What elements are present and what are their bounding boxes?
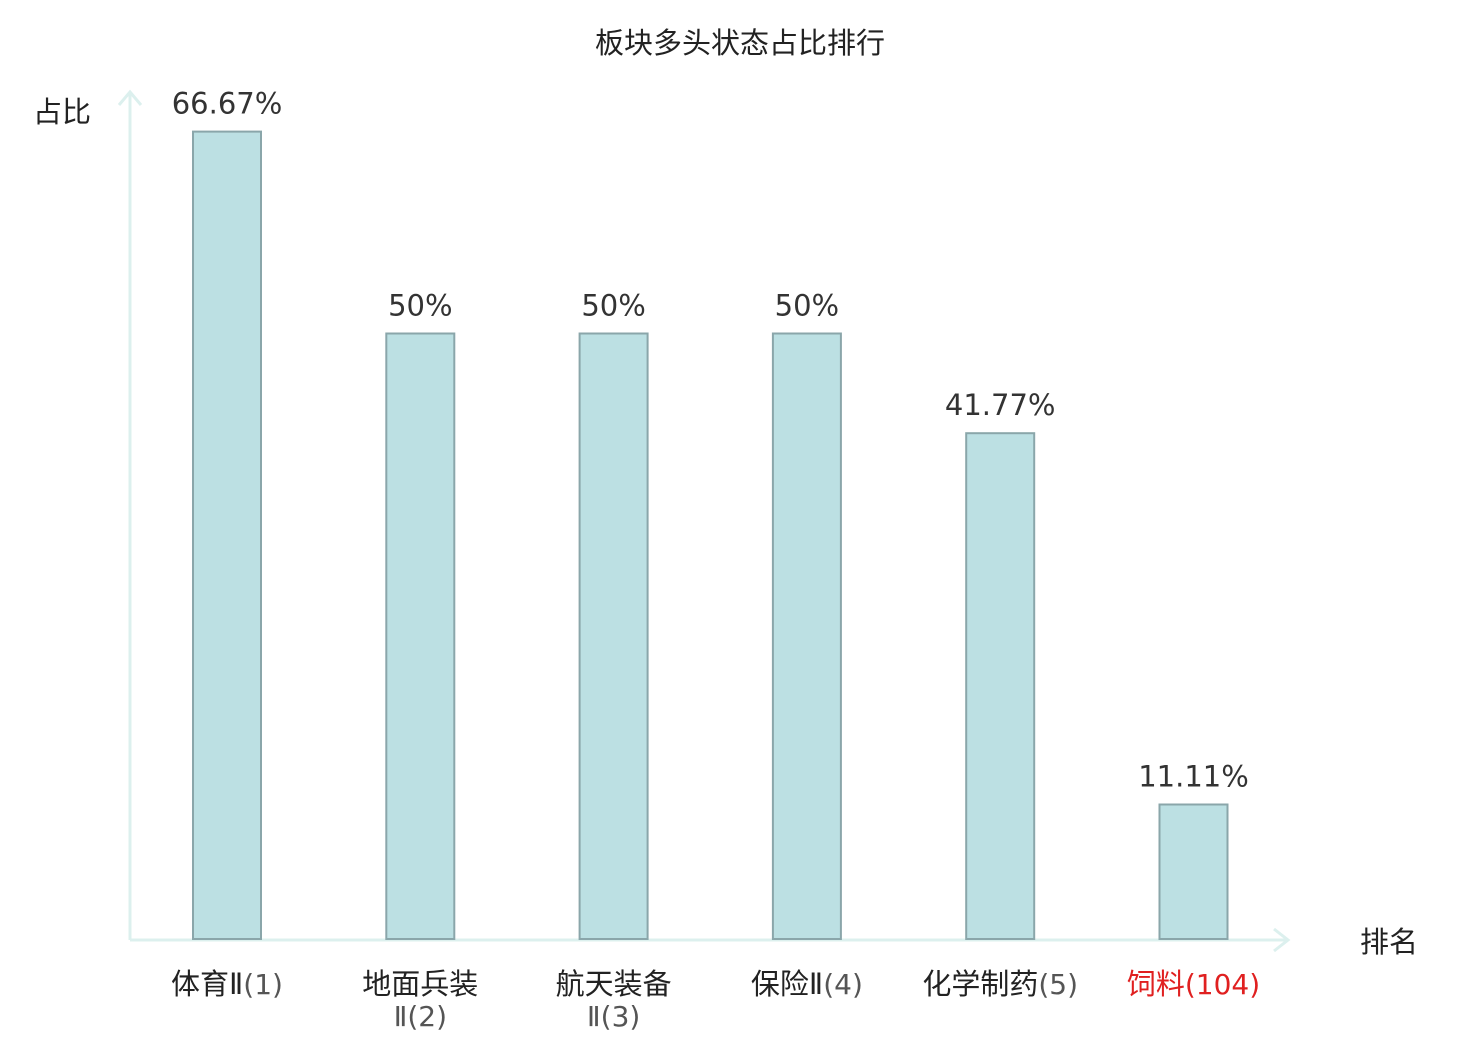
x-tick-label: 保险Ⅱ(4) xyxy=(751,967,863,1001)
bars-group xyxy=(192,130,1229,941)
x-tick-label-rank: (4) xyxy=(823,968,863,1001)
bar xyxy=(771,332,842,940)
x-tick-label: 地面兵装 Ⅱ(2) xyxy=(362,967,478,1033)
y-axis xyxy=(117,89,143,940)
x-tick-label: 体育Ⅱ(1) xyxy=(171,967,283,1001)
bar xyxy=(578,332,649,940)
x-tick-label: 航天装备 Ⅱ(3) xyxy=(556,967,672,1033)
chart-title: 板块多头状态占比排行 xyxy=(595,26,885,60)
x-tick-label-rank: (2) xyxy=(407,1000,447,1033)
x-tick-label-name: 体育Ⅱ xyxy=(171,967,243,1001)
x-tick-label-name-tail: Ⅱ xyxy=(394,1000,408,1033)
x-tick-label-name: 地面兵装 xyxy=(362,967,478,1001)
category-labels-group: 体育Ⅱ(1) 地面兵装 Ⅱ(2)航天装备 Ⅱ(3)保险Ⅱ(4) 化学制药(5) 饲料(10… xyxy=(171,967,1260,1033)
bar-value-label: 41.77% xyxy=(945,388,1056,422)
bar-value-label: 50% xyxy=(388,289,452,323)
x-tick-label-name-tail: Ⅱ xyxy=(587,1000,601,1033)
bar-value-label: 50% xyxy=(775,289,839,323)
bar xyxy=(965,432,1036,940)
bar xyxy=(385,332,456,940)
x-tick-label-rank: (5) xyxy=(1038,968,1078,1001)
x-tick-label-name: 航天装备 xyxy=(556,967,672,1001)
bar-value-label: 66.67% xyxy=(172,87,283,121)
x-tick-label-rank: (1) xyxy=(243,968,283,1001)
x-tick-label-name: 饲料 xyxy=(1127,967,1185,1001)
x-tick-label-rank: (3) xyxy=(601,1000,641,1033)
x-tick-label-rank: (104) xyxy=(1185,968,1260,1001)
x-tick-label-name: 保险Ⅱ xyxy=(751,967,823,1001)
y-axis-title: 占比 xyxy=(33,95,91,129)
x-axis-title: 排名 xyxy=(1360,925,1418,959)
x-tick-label: 化学制药(5) xyxy=(922,967,1078,1001)
bar-value-label: 50% xyxy=(581,289,645,323)
value-labels-group: 66.67% 50% 50% 50% 41.77% 11.11% xyxy=(172,87,1249,794)
x-tick-label: 饲料(104) xyxy=(1127,967,1260,1001)
x-tick-label-name: 化学制药 xyxy=(922,967,1038,1001)
bar xyxy=(1158,803,1229,940)
bar-value-label: 11.11% xyxy=(1138,760,1249,794)
x-axis xyxy=(130,927,1291,953)
bar xyxy=(192,130,262,941)
